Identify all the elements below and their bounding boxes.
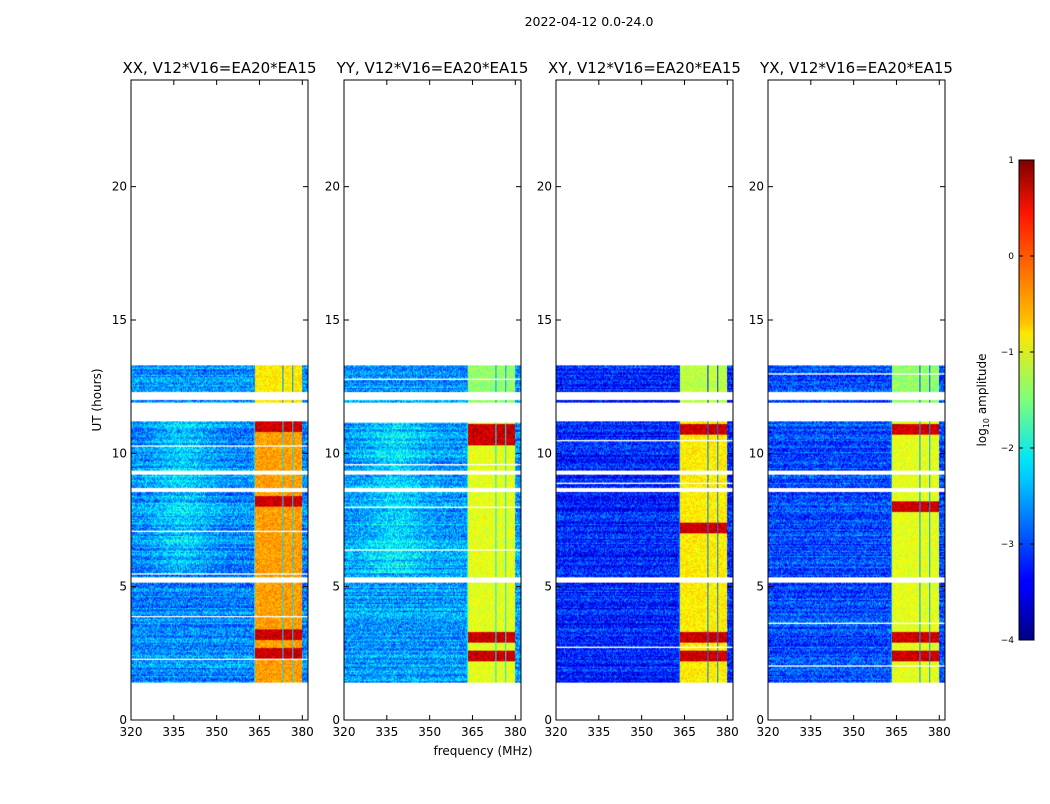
colorbar-label-log: log [975, 428, 989, 446]
panel-2-heatmap [344, 80, 521, 720]
x-tick-label: 335 [375, 725, 398, 739]
panel-1-title: XX, V12*V16=EA20*EA15 [122, 59, 316, 77]
colorbar-tick-label: −1 [1001, 348, 1014, 358]
colorbar-ticks: 1 0 −1 −2 −3 −4 [1001, 156, 1034, 646]
y-tick-label: 5 [544, 580, 552, 594]
x-axis-label: frequency (MHz) [433, 744, 532, 758]
x-tick-label: 335 [587, 725, 610, 739]
x-tick-label: 365 [885, 725, 908, 739]
x-tick-label: 320 [120, 725, 143, 739]
x-tick-label: 380 [291, 725, 314, 739]
y-tick-label: 15 [112, 313, 127, 327]
x-tick-label: 320 [545, 725, 568, 739]
panel-3-title: XY, V12*V16=EA20*EA15 [548, 59, 741, 77]
panel-3-heatmap [556, 80, 733, 720]
panel-4-title: YX, V12*V16=EA20*EA15 [759, 59, 953, 77]
y-tick-label: 0 [756, 713, 764, 727]
x-tick-label: 320 [757, 725, 780, 739]
y-tick-label: 5 [756, 580, 764, 594]
y-tick-label: 10 [112, 446, 127, 460]
panel-4: YX, V12*V16=EA20*EA15 320 335 350 365 380 0 5 10… [749, 59, 953, 739]
y-tick-label: 20 [325, 180, 340, 194]
panel-4-heatmap [768, 80, 945, 720]
x-tick-label: 350 [630, 725, 653, 739]
x-tick-label: 380 [928, 725, 951, 739]
y-tick-label: 0 [332, 713, 340, 727]
panel-1-frame [130, 79, 309, 721]
y-tick-label: 5 [332, 580, 340, 594]
y-tick-label: 10 [325, 446, 340, 460]
colorbar: 10−1−2−3−4 log10 amplitude [975, 156, 1035, 646]
figure-suptitle: 2022-04-12 0.0-24.0 [525, 14, 654, 29]
panels-group: XX, V12*V16=EA20*EA15 320 335 350 365 380 0 5 10… [112, 59, 953, 739]
colorbar-label: log10 amplitude [975, 354, 991, 447]
panel-4-frame [767, 79, 946, 721]
y-tick-label: 20 [537, 180, 552, 194]
panel-3: XY, V12*V16=EA20*EA15 320 335 350 365 380 0 5 10… [537, 59, 741, 739]
x-tick-label: 350 [842, 725, 865, 739]
colorbar-tick-label: −2 [1001, 444, 1014, 454]
x-tick-label: 335 [799, 725, 822, 739]
y-tick-label: 0 [119, 713, 127, 727]
colorbar-label-amplitude: amplitude [975, 354, 989, 418]
colorbar-gradient [1018, 159, 1035, 641]
y-tick-label: 15 [537, 313, 552, 327]
y-tick-label: 15 [325, 313, 340, 327]
colorbar-tick-label: 0 [1008, 252, 1014, 262]
panel-2-title: YY, V12*V16=EA20*EA15 [336, 59, 529, 77]
y-tick-label: 20 [749, 180, 764, 194]
panel-3-frame [555, 79, 734, 721]
x-tick-label: 335 [162, 725, 185, 739]
y-tick-label: 0 [544, 713, 552, 727]
panel-1: XX, V12*V16=EA20*EA15 320 335 350 365 380 0 5 10… [112, 59, 317, 739]
y-tick-label: 10 [749, 446, 764, 460]
x-tick-label: 350 [418, 725, 441, 739]
y-tick-label: 10 [537, 446, 552, 460]
x-tick-label: 380 [504, 725, 527, 739]
y-axis-label: UT (hours) [90, 368, 104, 431]
colorbar-tick-label: −4 [1001, 636, 1015, 646]
x-tick-label: 365 [248, 725, 271, 739]
y-tick-label: 15 [749, 313, 764, 327]
colorbar-tick-label: −3 [1001, 540, 1014, 550]
y-tick-label: 5 [119, 580, 127, 594]
x-tick-label: 380 [716, 725, 739, 739]
x-tick-label: 350 [205, 725, 228, 739]
panel-1-heatmap [131, 80, 308, 720]
x-tick-label: 365 [673, 725, 696, 739]
panel-2-frame [343, 79, 522, 721]
y-tick-label: 20 [112, 180, 127, 194]
panel-2: YY, V12*V16=EA20*EA15 320 335 350 365 380 0 5 10… [325, 59, 529, 739]
colorbar-label-subscript: 10 [982, 418, 991, 428]
colorbar-tick-label: 1 [1008, 156, 1014, 166]
x-tick-label: 320 [333, 725, 356, 739]
x-tick-label: 365 [461, 725, 484, 739]
